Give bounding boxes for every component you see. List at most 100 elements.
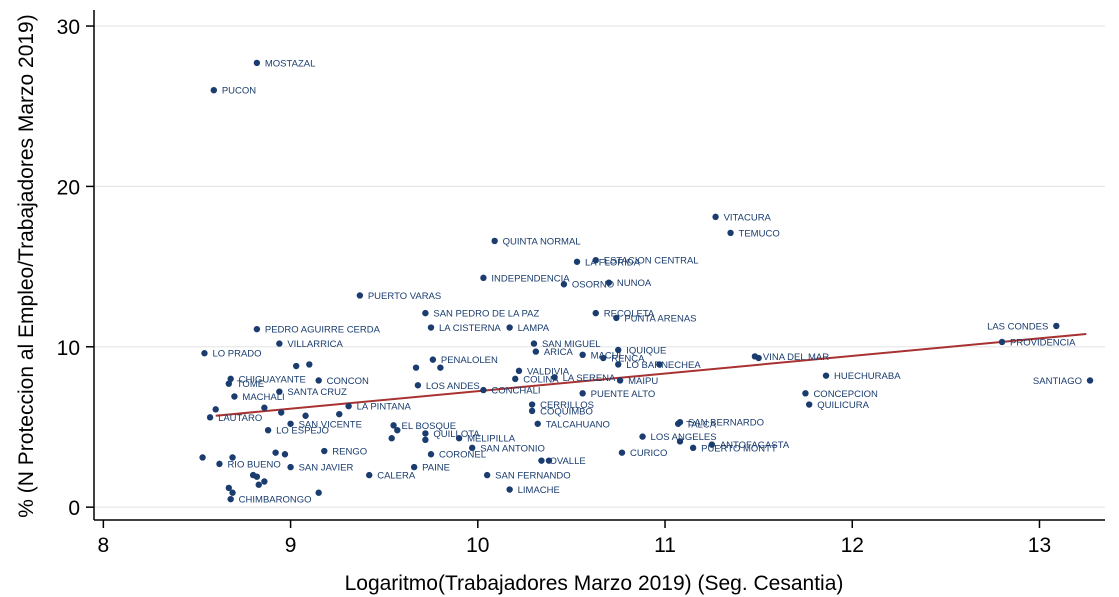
point-label: MOSTAZAL [265, 58, 316, 69]
data-point [579, 390, 586, 397]
point-label: CHIMBARONGO [239, 495, 312, 506]
data-point [676, 438, 684, 445]
data-point [538, 457, 545, 464]
point-label: CORONEL [439, 450, 486, 461]
data-point [755, 354, 762, 362]
y-tick-label: 30 [57, 16, 80, 39]
point-label: LIMACHE [518, 485, 560, 496]
x-tick-labels: 8 9 10 11 12 13 [98, 520, 1051, 557]
data-point [530, 340, 538, 347]
data-point [253, 473, 261, 480]
point-label: COLINA [523, 374, 559, 385]
y-tick-label: 20 [57, 176, 80, 199]
point-label: COQUIMBO [540, 406, 593, 417]
point-label: SAN FERNANDO [495, 471, 570, 482]
data-point [229, 489, 236, 496]
data-point [427, 324, 435, 331]
point-label: PUERTO MONTT [701, 443, 777, 454]
data-point [512, 375, 519, 383]
data-point [573, 258, 581, 265]
point-label: PUERTO VARAS [368, 291, 441, 302]
data-point [528, 401, 536, 408]
data-point [388, 435, 395, 442]
data-point [315, 377, 322, 384]
data-point [287, 463, 294, 471]
point-label: LOS ANGELES [651, 432, 717, 443]
data-point [261, 404, 268, 411]
fit-line-group [215, 332, 1087, 417]
data-point [437, 364, 444, 371]
data-point [1053, 322, 1060, 330]
data-point [253, 325, 261, 333]
point-label: IQUIQUE [626, 346, 666, 357]
data-point [345, 402, 352, 410]
data-point [227, 495, 234, 503]
point-label: LAS CONDES [987, 321, 1048, 332]
data-points [199, 59, 1094, 503]
point-label: PUCON [222, 86, 256, 97]
data-point [410, 463, 418, 471]
data-point [212, 406, 219, 413]
data-point [639, 433, 646, 440]
point-label: LAUTARO [218, 413, 262, 424]
data-point [390, 422, 397, 429]
data-point [579, 351, 586, 359]
point-label: SAN MIGUEL [542, 339, 601, 350]
point-label: ARICA [544, 347, 574, 358]
point-label: SANTA CRUZ [287, 387, 347, 398]
axes [93, 10, 1105, 521]
data-point [366, 471, 373, 479]
data-point [306, 361, 313, 368]
data-point [998, 338, 1006, 346]
data-point [278, 409, 285, 416]
x-tick-label: 12 [841, 534, 864, 557]
data-point [253, 59, 261, 67]
data-point [483, 471, 491, 479]
point-label: LA CISTERNA [439, 323, 501, 334]
data-point [231, 393, 238, 400]
point-label: QUILLOTA [433, 429, 480, 440]
data-point [592, 309, 599, 317]
point-label: EL BOSQUE [402, 421, 457, 432]
data-point [534, 420, 541, 427]
data-point [293, 362, 300, 370]
data-point [600, 354, 607, 362]
point-label: VITACURA [724, 212, 772, 223]
data-point [229, 454, 236, 461]
point-label: TALCA [686, 419, 717, 430]
data-point [199, 454, 206, 461]
data-point [480, 386, 487, 394]
data-point [210, 86, 218, 94]
data-point [427, 451, 435, 458]
point-label: TEMUCO [739, 228, 780, 239]
data-point [605, 279, 613, 286]
x-tick-label: 8 [98, 534, 110, 557]
data-point [480, 274, 487, 282]
point-label: PUNTA ARENAS [624, 313, 696, 324]
point-label: ESTACION CENTRAL [604, 256, 699, 267]
point-label: OSORNO [572, 280, 614, 291]
point-label: TOME [237, 379, 264, 390]
data-point [708, 441, 716, 448]
data-point [429, 356, 437, 363]
y-tick-label: 0 [68, 497, 80, 520]
point-label: VINA DEL MAR [763, 352, 829, 363]
point-label: LO ESPEJO [276, 426, 329, 437]
point-label: SAN JAVIER [299, 463, 354, 474]
point-label: PROVIDENCIA [1010, 337, 1076, 348]
point-label: MELIPILLA [467, 434, 516, 445]
point-label: CERRILLOS [540, 400, 594, 411]
data-point [227, 375, 234, 383]
point-label: MACHALI [242, 392, 284, 403]
x-tick-label: 11 [654, 534, 676, 557]
point-label: INDEPENDENCIA [491, 273, 570, 284]
point-label: CONCON [327, 376, 369, 387]
point-labels: MOSTAZAL PUCON VITACURA TEMUCO QUINTA NORMAL… [212, 58, 1082, 505]
point-label: TALCAHUANO [546, 419, 610, 430]
point-label: CHIGUAYANTE [239, 374, 306, 385]
point-label: MAIPU [628, 376, 658, 387]
data-point [302, 412, 309, 419]
point-label: LA PINTANA [357, 402, 412, 413]
point-label: SAN ANTONIO [480, 443, 545, 454]
